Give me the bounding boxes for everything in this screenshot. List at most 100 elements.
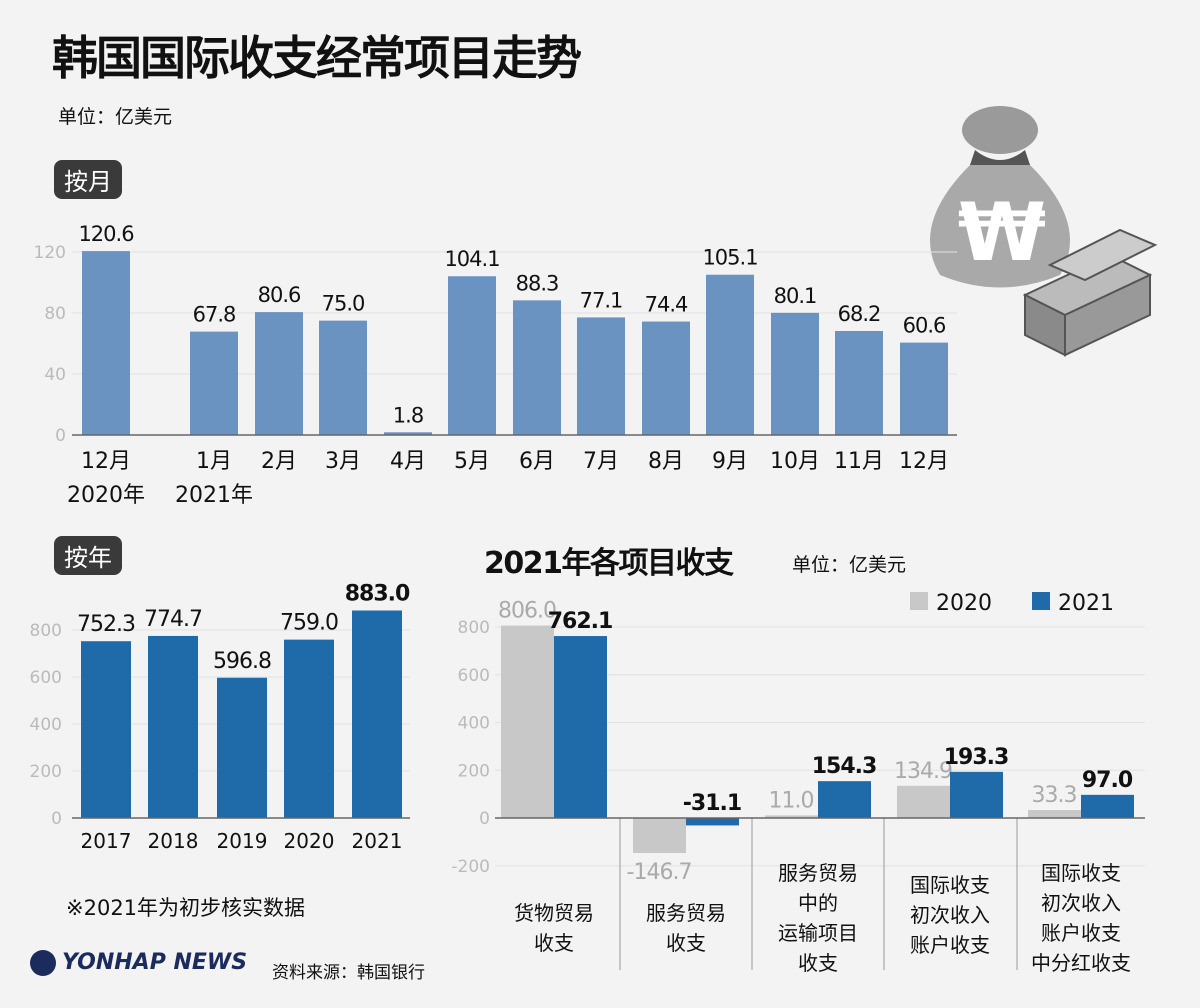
bar	[513, 300, 561, 435]
x-tick-label: 收支	[534, 931, 574, 955]
bar	[501, 625, 554, 818]
bar	[577, 317, 625, 435]
x-tick-label: 国际收支	[1041, 861, 1121, 885]
data-label: 77.1	[580, 288, 623, 312]
x-tick-label: 2020	[284, 829, 335, 853]
logo-icon	[30, 950, 56, 976]
y-tick-label: 0	[51, 809, 62, 829]
data-label: 134.9	[894, 759, 952, 784]
bar	[255, 312, 303, 435]
x-tick-label: 服务贸易	[646, 901, 726, 925]
monthly-section-label: 按月	[54, 160, 122, 199]
data-label: 193.3	[944, 745, 1009, 770]
data-label: 120.6	[78, 222, 134, 246]
bar	[81, 641, 131, 818]
data-label: 1.8	[393, 403, 423, 427]
annual-section-label: 按年	[54, 536, 122, 575]
bar	[1028, 810, 1081, 818]
x-tick-label: 2021年	[175, 483, 253, 508]
data-label: 74.4	[645, 293, 688, 317]
data-label: 80.1	[774, 284, 817, 308]
data-label: 60.6	[903, 314, 946, 338]
x-tick-label: 2019	[217, 829, 268, 853]
x-tick-label: 账户收支	[1041, 921, 1121, 945]
x-tick-label: 12月	[899, 449, 949, 474]
legend-swatch	[1032, 592, 1050, 610]
x-tick-label: 初次收入	[1041, 891, 1121, 915]
x-tick-label: 国际收支	[910, 873, 990, 897]
bar	[900, 342, 948, 435]
data-label: -31.1	[683, 791, 741, 816]
x-tick-label: 12月	[81, 449, 131, 474]
legend-label: 2020	[936, 591, 992, 616]
data-label: 596.8	[213, 649, 271, 674]
bar	[818, 781, 871, 818]
data-label: 154.3	[812, 754, 877, 779]
bar	[686, 818, 739, 826]
bar	[82, 251, 130, 435]
bar	[448, 276, 496, 435]
annual-bar-chart: 0 200 400 600 800 752.3 2017 774.7 2018 596.8 2019…	[30, 581, 411, 853]
y-tick-label: 600	[458, 666, 490, 686]
y-tick-label: 0	[55, 426, 66, 446]
bar	[950, 771, 1003, 818]
money-bag-icon: ₩	[930, 106, 1158, 357]
yonhap-logo: YONHAP NEWS	[30, 950, 247, 976]
legend-swatch	[910, 592, 928, 610]
bar	[217, 677, 267, 818]
source-text: 资料来源：韩国银行	[272, 963, 425, 983]
data-label: 75.0	[322, 292, 365, 316]
y-tick-label: -200	[451, 857, 490, 877]
x-tick-label: 收支	[798, 951, 838, 975]
x-tick-label: 2017	[81, 829, 132, 853]
x-tick-label: 6月	[519, 449, 555, 474]
data-label: -146.7	[627, 860, 692, 885]
bar	[765, 815, 818, 818]
bar	[706, 274, 754, 435]
data-label: 68.2	[838, 302, 881, 326]
bar	[284, 639, 334, 818]
unit-label: 单位：亿美元	[58, 106, 173, 128]
y-tick-label: 800	[458, 618, 490, 638]
y-tick-label: 600	[30, 668, 62, 688]
data-label: 88.3	[516, 271, 559, 295]
bar	[148, 635, 198, 818]
bar	[554, 636, 607, 818]
data-label: 752.3	[77, 612, 135, 637]
legend-label: 2021	[1058, 591, 1114, 616]
data-label: 97.0	[1082, 768, 1133, 793]
x-tick-label: 中分红收支	[1031, 951, 1131, 975]
y-tick-label: 40	[44, 365, 66, 385]
x-tick-label: 2021	[352, 829, 403, 853]
y-tick-label: 80	[44, 304, 66, 324]
data-label: 806.0	[498, 599, 556, 624]
svg-text:₩: ₩	[958, 186, 1046, 279]
x-tick-label: 2月	[261, 449, 297, 474]
y-tick-label: 800	[30, 621, 62, 641]
x-tick-label: 收支	[666, 931, 706, 955]
y-tick-label: 200	[30, 762, 62, 782]
data-label: 774.7	[144, 607, 202, 632]
bar	[642, 321, 690, 435]
y-tick-label: 200	[458, 761, 490, 781]
x-tick-label: 2018	[148, 829, 199, 853]
data-label: 762.1	[548, 609, 613, 634]
x-tick-label: 2020年	[67, 483, 145, 508]
x-tick-label: 1月	[196, 449, 232, 474]
bar	[352, 610, 402, 818]
x-tick-label: 4月	[390, 449, 426, 474]
data-label: 67.8	[193, 303, 236, 327]
data-label: 883.0	[345, 581, 410, 606]
x-tick-label: 账户收支	[910, 933, 990, 957]
x-tick-label: 运输项目	[778, 921, 858, 945]
data-label: 33.3	[1032, 783, 1077, 808]
data-label: 104.1	[444, 247, 499, 271]
bar	[1081, 794, 1134, 818]
x-tick-label: 初次收入	[910, 903, 990, 927]
data-label: 105.1	[702, 246, 757, 270]
bar	[835, 330, 883, 435]
y-tick-label: 120	[34, 243, 66, 263]
x-tick-label: 3月	[325, 449, 361, 474]
footnote: ※2021年为初步核实数据	[66, 896, 306, 920]
